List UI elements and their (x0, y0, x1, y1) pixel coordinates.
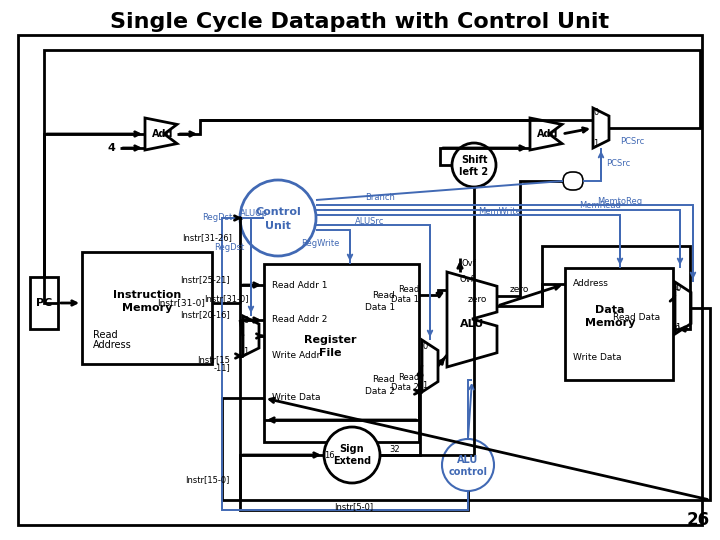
Bar (565, 268, 673, 380)
Text: Instr[31-0]: Instr[31-0] (157, 299, 205, 307)
Text: Read: Read (397, 286, 419, 294)
Text: Shift: Shift (461, 155, 487, 165)
FancyBboxPatch shape (563, 172, 583, 190)
Text: Write Data: Write Data (272, 394, 320, 402)
Text: Instr[31-0]: Instr[31-0] (204, 294, 248, 303)
Circle shape (324, 427, 380, 483)
Text: PC: PC (36, 298, 52, 308)
Text: zero: zero (510, 286, 529, 294)
Text: Read Addr 1: Read Addr 1 (272, 280, 328, 289)
Text: MemtoReg: MemtoReg (598, 197, 642, 206)
Text: 0: 0 (593, 109, 598, 117)
Text: Single Cycle Datapath with Control Unit: Single Cycle Datapath with Control Unit (110, 12, 610, 32)
Text: Branch: Branch (365, 192, 395, 201)
Text: Write Data: Write Data (573, 354, 621, 362)
Polygon shape (243, 316, 259, 356)
Text: RegWrite: RegWrite (302, 239, 340, 247)
Text: 1: 1 (675, 282, 680, 292)
Text: 0: 0 (243, 316, 248, 325)
Text: control: control (449, 467, 487, 477)
Text: 16: 16 (325, 450, 335, 460)
Text: -11]: -11] (213, 363, 230, 373)
Text: Memory: Memory (585, 318, 635, 328)
Text: Instr[20-16]: Instr[20-16] (180, 310, 230, 320)
Text: RegDst: RegDst (214, 244, 244, 253)
Text: Unit: Unit (265, 221, 291, 231)
Text: Read Data: Read Data (613, 314, 660, 322)
Text: Instr[25-21]: Instr[25-21] (181, 275, 230, 285)
Text: Instr[31-26]: Instr[31-26] (182, 233, 232, 242)
Text: Address: Address (93, 340, 132, 350)
Text: Instr[5-0]: Instr[5-0] (334, 503, 374, 511)
Text: Read: Read (372, 375, 395, 384)
Polygon shape (422, 340, 438, 392)
Circle shape (452, 143, 496, 187)
Text: Add: Add (152, 129, 174, 139)
Text: 1: 1 (593, 139, 598, 148)
Text: Instr[15-0]: Instr[15-0] (186, 476, 230, 484)
Text: zero: zero (467, 295, 487, 305)
Text: 26: 26 (686, 511, 710, 529)
Bar (82, 252, 212, 364)
Text: ALUOp: ALUOp (240, 208, 268, 218)
Text: MemRead: MemRead (579, 201, 621, 211)
Text: Data: Data (595, 305, 625, 315)
Text: Address: Address (573, 280, 609, 288)
Text: Ovf: Ovf (459, 275, 474, 285)
Text: MemWrite: MemWrite (479, 206, 521, 215)
Text: ALU: ALU (457, 455, 479, 465)
Text: ALU: ALU (460, 319, 484, 329)
Circle shape (442, 439, 494, 491)
Text: Data 2: Data 2 (391, 382, 419, 392)
Text: Memory: Memory (122, 303, 172, 313)
Text: Extend: Extend (333, 456, 371, 466)
Text: Data 1: Data 1 (365, 302, 395, 312)
Text: 4: 4 (107, 143, 115, 153)
Text: Add: Add (537, 129, 559, 139)
Text: 1: 1 (243, 347, 248, 356)
Bar (30, 277, 58, 329)
Text: 32: 32 (390, 446, 400, 455)
Text: Read: Read (93, 330, 117, 340)
Text: Register: Register (304, 335, 356, 345)
Text: Control: Control (255, 207, 301, 217)
Text: Instr[15: Instr[15 (197, 355, 230, 364)
Text: Instruction: Instruction (113, 290, 181, 300)
Polygon shape (593, 108, 609, 148)
Text: PCSrc: PCSrc (606, 159, 630, 167)
Text: 1: 1 (423, 381, 428, 390)
Text: 0: 0 (675, 325, 680, 334)
Text: 0: 0 (423, 342, 428, 351)
Text: Read: Read (372, 291, 395, 300)
Polygon shape (145, 118, 177, 150)
Text: left 2: left 2 (459, 167, 489, 177)
Text: Data 2: Data 2 (365, 388, 395, 396)
Text: Sign: Sign (340, 444, 364, 454)
Text: Read Addr 2: Read Addr 2 (272, 315, 328, 325)
Text: Ovf: Ovf (462, 260, 477, 268)
Text: ALUSrc: ALUSrc (355, 218, 384, 226)
Text: File: File (319, 348, 341, 358)
Text: PCSrc: PCSrc (620, 138, 644, 146)
Text: RegDst: RegDst (202, 213, 232, 222)
Bar (264, 264, 419, 442)
Text: 1: 1 (675, 323, 680, 332)
Polygon shape (530, 118, 562, 150)
Polygon shape (675, 282, 691, 334)
Text: Write Addr: Write Addr (272, 352, 320, 361)
Text: 0: 0 (675, 284, 680, 293)
Circle shape (240, 180, 316, 256)
Text: Read: Read (397, 373, 419, 381)
Polygon shape (447, 272, 497, 367)
Text: Data 1: Data 1 (391, 295, 419, 305)
